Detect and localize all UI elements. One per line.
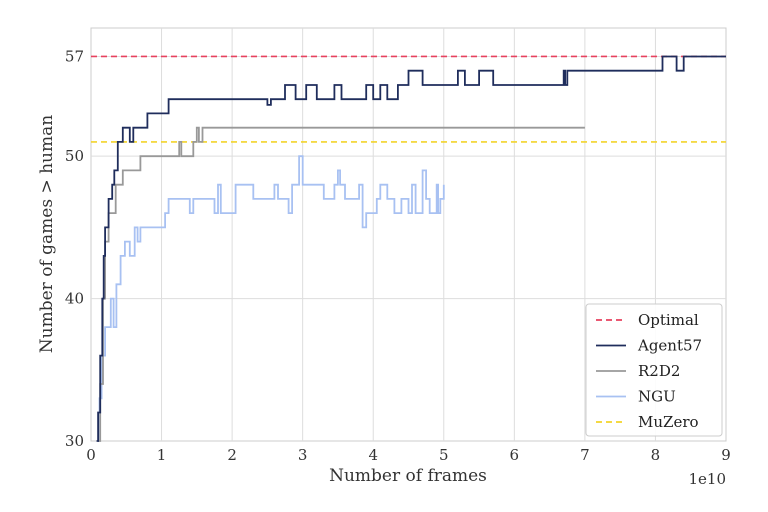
x-tick-label: 8: [651, 446, 661, 464]
legend-label: NGU: [638, 388, 676, 406]
x-tick-label: 2: [227, 446, 237, 464]
y-tick-label: 57: [65, 47, 84, 65]
x-tick-label: 1: [157, 446, 167, 464]
x-tick-label: 3: [298, 446, 308, 464]
x-tick-label: 0: [86, 446, 96, 464]
x-tick-label: 9: [721, 446, 731, 464]
y-tick-labels: 30 40 50 57: [65, 47, 84, 450]
legend: Optimal Agent57 R2D2 NGU MuZero: [585, 303, 723, 437]
legend-box: [585, 303, 723, 437]
x-tick-label: 4: [368, 446, 378, 464]
x-tick-label: 6: [510, 446, 520, 464]
y-tick-label: 40: [65, 290, 84, 308]
series-lines: [96, 55, 726, 442]
legend-label: R2D2: [638, 362, 680, 380]
y-tick-label: 50: [65, 147, 84, 165]
legend-label: Optimal: [638, 311, 699, 329]
x-tick-label: 7: [580, 446, 590, 464]
x-tick-labels: 0 1 2 3 4 5 6 7 8 9: [86, 446, 731, 464]
legend-label: MuZero: [638, 413, 699, 431]
x-axis-label: Number of frames: [329, 466, 487, 486]
series-ngu: [98, 155, 445, 442]
x-tick-label: 5: [439, 446, 449, 464]
y-axis-label: Number of games > human: [37, 115, 57, 353]
legend-label: Agent57: [637, 337, 702, 355]
y-tick-label: 30: [65, 432, 84, 450]
x-axis-multiplier: 1e10: [688, 470, 726, 488]
grid: [91, 28, 726, 441]
series-agent57: [96, 55, 726, 442]
